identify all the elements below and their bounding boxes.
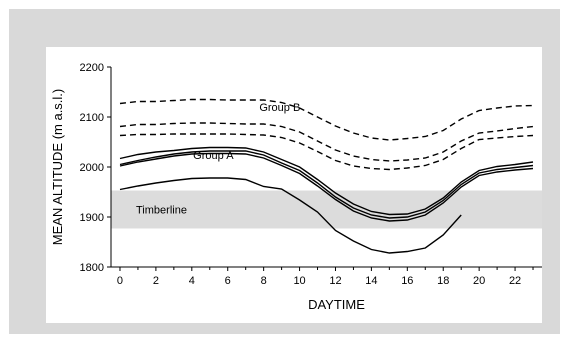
series-line-group-b-2 xyxy=(119,122,534,162)
x-tick-label: 12 xyxy=(329,275,341,287)
group-annotation-1: Group B xyxy=(259,102,300,114)
chart-frame: 1800 1900 2000 2100 2200 0 2 4 6 8 10 12 14 16 18 20 22 … xyxy=(9,9,560,334)
x-tick-label: 20 xyxy=(473,275,485,287)
series-line-group-a-6 xyxy=(119,152,534,222)
series-line-group-a-5 xyxy=(119,150,534,219)
y-tick-label: 1900 xyxy=(80,212,104,224)
label-layer: Timberline Group B Group A xyxy=(136,102,300,217)
series-layer xyxy=(119,98,534,254)
x-tick-label: 0 xyxy=(117,275,123,287)
chart-panel: 1800 1900 2000 2100 2200 0 2 4 6 8 10 12 14 16 18 20 22 … xyxy=(46,47,542,323)
axes-layer: 1800 1900 2000 2100 2200 0 2 4 6 8 10 12 14 16 18 20 22 xyxy=(80,62,542,287)
timberline-label: Timberline xyxy=(136,205,187,217)
x-tick-label: 22 xyxy=(509,275,521,287)
x-tick-label: 8 xyxy=(261,275,267,287)
series-line-group-b-1 xyxy=(119,98,534,141)
y-tick-label: 2200 xyxy=(80,62,104,74)
series-line-group-b-3 xyxy=(119,133,534,171)
x-tick-label: 18 xyxy=(437,275,449,287)
group-annotation-2: Group A xyxy=(193,150,234,162)
x-tick-label: 6 xyxy=(225,275,231,287)
x-tick-label: 10 xyxy=(293,275,305,287)
series-line-group-a-7 xyxy=(119,177,462,254)
y-axis-title: MEAN ALTITUDE (m a.s.l.) xyxy=(50,89,65,246)
x-tick-label: 16 xyxy=(401,275,413,287)
x-tick-label: 2 xyxy=(153,275,159,287)
y-tick-label: 2100 xyxy=(80,112,104,124)
x-axis-title: DAYTIME xyxy=(308,297,365,312)
series-line-group-a-4 xyxy=(119,146,534,216)
x-tick-label: 4 xyxy=(189,275,195,287)
x-tick-label: 14 xyxy=(365,275,377,287)
y-tick-label: 2000 xyxy=(80,162,104,174)
y-tick-label: 1800 xyxy=(80,262,104,274)
